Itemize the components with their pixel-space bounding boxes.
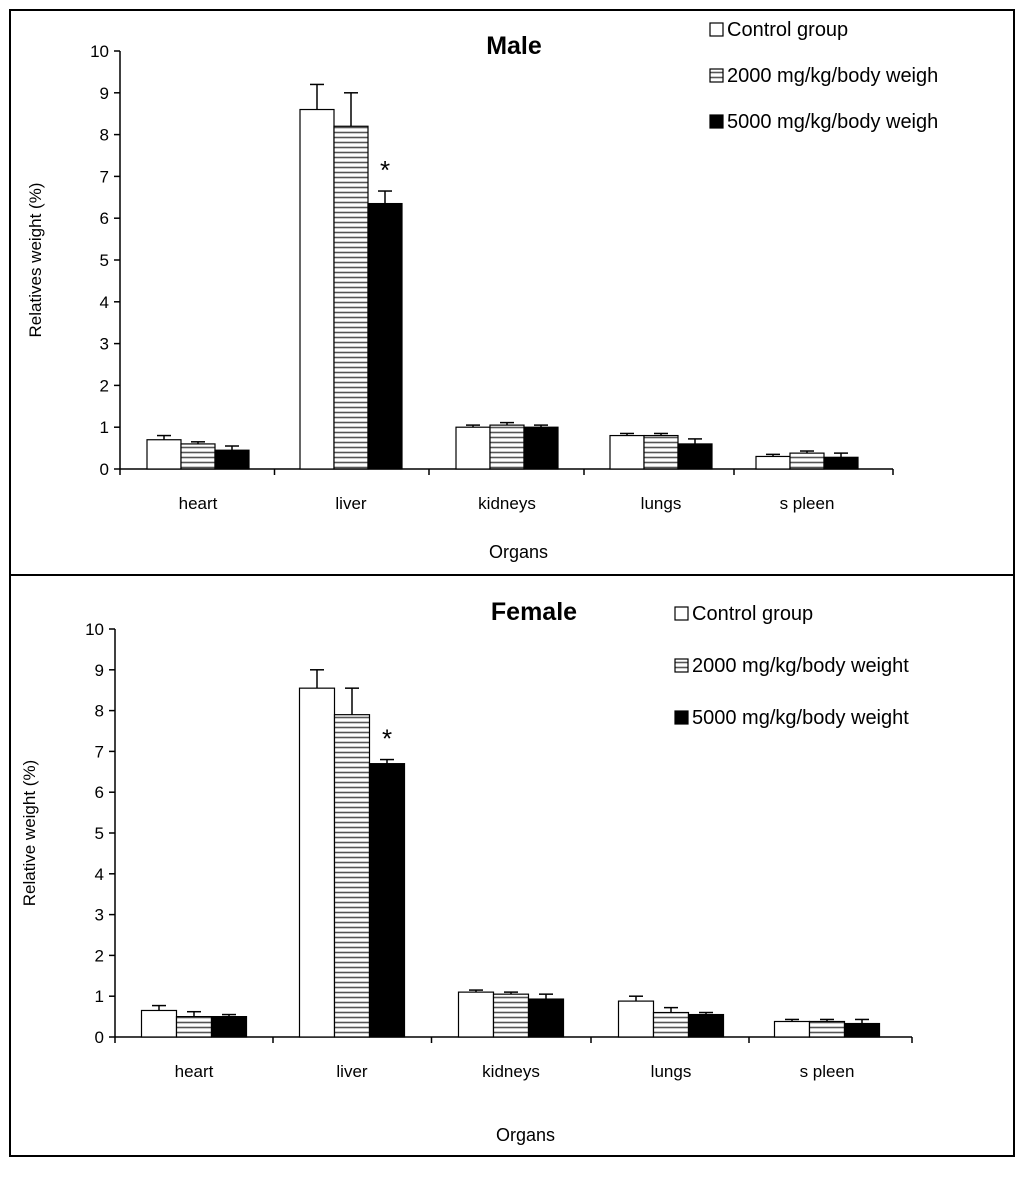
bar-black-liver	[367, 202, 403, 470]
chart-title: Male	[486, 32, 542, 60]
x-tick-label: s pleen	[800, 1062, 855, 1081]
y-tick-label: 10	[90, 42, 109, 61]
x-tick-label: liver	[336, 1062, 368, 1081]
chart-panel-2: Female 0 1 2 3 4 5 6 7 8 9 10 Relative weight (%) hea…	[20, 598, 913, 1145]
legend-label: 2000 mg/kg/body weigh	[727, 65, 938, 87]
bar-black-kidneys	[523, 426, 559, 470]
legend-swatch-white	[709, 22, 724, 37]
x-tick-label: liver	[335, 494, 367, 513]
legend-label: Control group	[727, 19, 848, 41]
outer-frame	[9, 9, 1015, 1157]
y-axis-label: Relatives weight (%)	[26, 183, 45, 338]
significance-marker: *	[382, 724, 392, 754]
bar-striped-kidneys	[489, 424, 525, 470]
bar-black-spleen	[843, 1022, 881, 1038]
bar-white-heart	[140, 1009, 178, 1038]
bar-striped-liver	[333, 125, 369, 470]
x-tick-label: heart	[175, 1062, 214, 1081]
y-tick-label: 4	[100, 293, 109, 312]
bar-striped-lungs	[652, 1011, 690, 1038]
y-tick-label: 9	[95, 661, 104, 680]
bar-black-spleen	[823, 456, 859, 470]
y-tick-label: 2	[95, 946, 104, 965]
bar-black-kidneys	[527, 998, 565, 1038]
bar-black-lungs	[677, 443, 713, 470]
bar-striped-spleen	[808, 1020, 846, 1038]
bar-white-lungs	[609, 434, 645, 470]
y-tick-label: 5	[95, 824, 104, 843]
y-tick-label: 5	[100, 251, 109, 270]
legend-swatch-striped	[674, 658, 689, 673]
y-tick-label: 0	[95, 1028, 104, 1047]
bar-black-heart	[214, 449, 250, 470]
legend-label: 5000 mg/kg/body weight	[692, 707, 909, 729]
x-tick-label: s pleen	[780, 494, 835, 513]
y-tick-label: 8	[100, 126, 109, 145]
y-tick-label: 7	[100, 167, 109, 186]
x-tick-label: kidneys	[482, 1062, 540, 1081]
y-tick-label: 7	[95, 742, 104, 761]
y-tick-label: 4	[95, 865, 104, 884]
y-axis-label: Relative weight (%)	[20, 760, 39, 906]
bar-white-lungs	[617, 1000, 655, 1038]
x-tick-label: lungs	[651, 1062, 692, 1081]
bar-white-liver	[298, 687, 336, 1038]
legend-label: Control group	[692, 603, 813, 625]
bar-striped-heart	[175, 1015, 213, 1038]
bar-black-lungs	[687, 1013, 725, 1038]
significance-marker: *	[380, 155, 390, 185]
bar-striped-lungs	[643, 434, 679, 470]
y-tick-label: 0	[100, 460, 109, 479]
legend-swatch-black	[674, 710, 689, 725]
bar-white-kidneys	[457, 991, 495, 1038]
legend-swatch-white	[674, 606, 689, 621]
bar-white-spleen	[773, 1020, 811, 1038]
y-tick-label: 6	[95, 783, 104, 802]
bar-white-heart	[146, 439, 182, 470]
y-tick-label: 10	[85, 620, 104, 639]
bar-striped-kidneys	[492, 993, 530, 1038]
x-axis-label: Organs	[489, 542, 548, 562]
y-tick-label: 2	[100, 376, 109, 395]
y-tick-label: 1	[95, 987, 104, 1006]
legend-label: 2000 mg/kg/body weight	[692, 655, 909, 677]
legend-swatch-striped	[709, 68, 724, 83]
chart-panel-1: Male 0 1 2 3 4 5 6 7 8 9 10 Relatives weight (%) hear…	[26, 19, 938, 562]
chart-title: Female	[491, 598, 577, 626]
bar-striped-heart	[180, 443, 216, 470]
bar-white-spleen	[755, 455, 791, 470]
bar-striped-liver	[333, 714, 371, 1038]
legend-label: 5000 mg/kg/body weigh	[727, 111, 938, 133]
y-tick-label: 3	[95, 906, 104, 925]
legend-swatch-black	[709, 114, 724, 129]
bar-white-kidneys	[455, 426, 491, 470]
bar-white-liver	[299, 108, 335, 470]
bar-black-heart	[210, 1015, 248, 1038]
bar-striped-spleen	[789, 452, 825, 470]
y-tick-label: 6	[100, 209, 109, 228]
y-tick-label: 9	[100, 84, 109, 103]
y-tick-label: 3	[100, 335, 109, 354]
x-tick-label: lungs	[641, 494, 682, 513]
x-tick-label: kidneys	[478, 494, 536, 513]
x-tick-label: heart	[179, 494, 218, 513]
x-axis-label: Organs	[496, 1125, 555, 1145]
bar-black-liver	[368, 763, 406, 1038]
y-tick-label: 8	[95, 702, 104, 721]
y-tick-label: 1	[100, 418, 109, 437]
